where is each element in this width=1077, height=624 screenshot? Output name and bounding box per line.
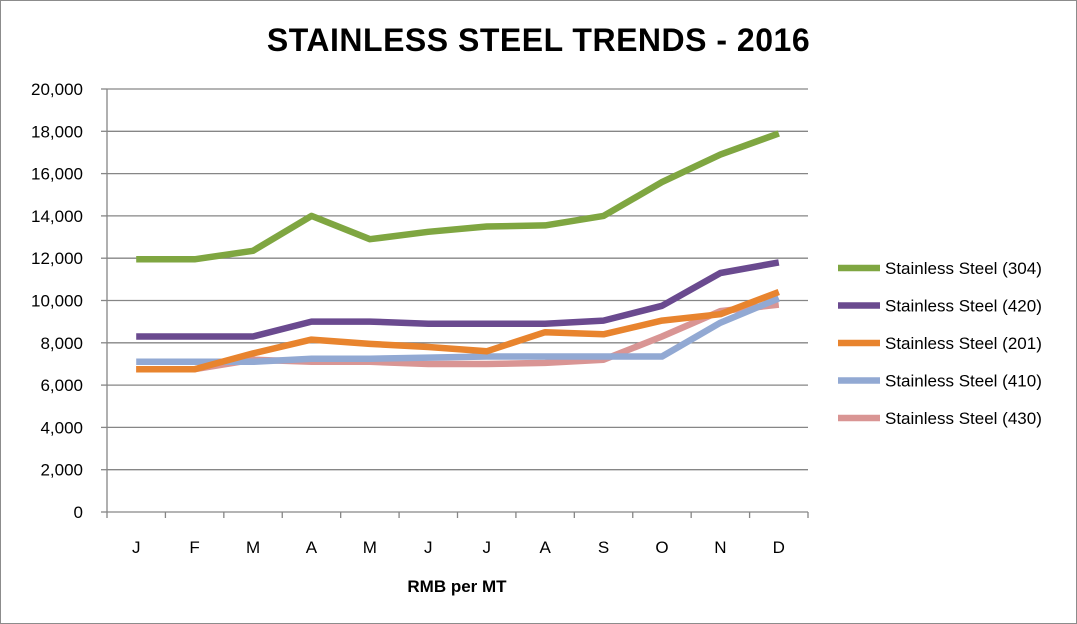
y-tick-label: 20,000	[31, 80, 83, 99]
legend-label: Stainless Steel (304)	[885, 259, 1042, 278]
y-tick-label: 2,000	[40, 461, 83, 480]
x-tick-label: O	[655, 538, 668, 557]
x-tick-label: F	[189, 538, 199, 557]
series-line	[136, 295, 781, 366]
y-tick-label: 6,000	[40, 376, 83, 395]
y-tick-label: 10,000	[31, 292, 83, 311]
x-tick-label: A	[306, 538, 318, 557]
x-tick-label: M	[363, 538, 377, 557]
y-tick-label: 18,000	[31, 122, 83, 141]
x-tick-label: A	[539, 538, 551, 557]
y-tick-label: 0	[74, 503, 83, 522]
chart-title: STAINLESS STEEL TRENDS - 2016	[266, 22, 811, 58]
y-tick-label: 16,000	[31, 165, 83, 184]
legend: Stainless Steel (304) Stainless Steel (42…	[838, 259, 1042, 428]
legend-label: Stainless Steel (430)	[885, 409, 1042, 428]
x-tick-label: J	[132, 538, 141, 557]
x-tick-label: J	[424, 538, 433, 557]
y-tick-label: 8,000	[40, 334, 83, 353]
x-tick-label: J	[482, 538, 491, 557]
x-tick-label: M	[246, 538, 260, 557]
y-tick-label: 14,000	[31, 207, 83, 226]
series-lines	[136, 130, 781, 373]
x-tick-label: S	[598, 538, 609, 557]
legend-label: Stainless Steel (410)	[885, 372, 1042, 391]
x-axis-title: RMB per MT	[407, 577, 507, 596]
x-tick-label: D	[773, 538, 785, 557]
y-tick-label: 12,000	[31, 249, 83, 268]
series-line	[136, 130, 780, 263]
y-tick-label: 4,000	[40, 418, 83, 437]
axes: 0 2,000 4,000 6,000 8,000 10,000 12,000 14,000 1…	[31, 80, 809, 557]
legend-label: Stainless Steel (201)	[885, 334, 1042, 353]
legend-label: Stainless Steel (420)	[885, 297, 1042, 316]
series-line	[136, 288, 780, 373]
series-line	[136, 259, 780, 340]
x-tick-label: N	[714, 538, 726, 557]
